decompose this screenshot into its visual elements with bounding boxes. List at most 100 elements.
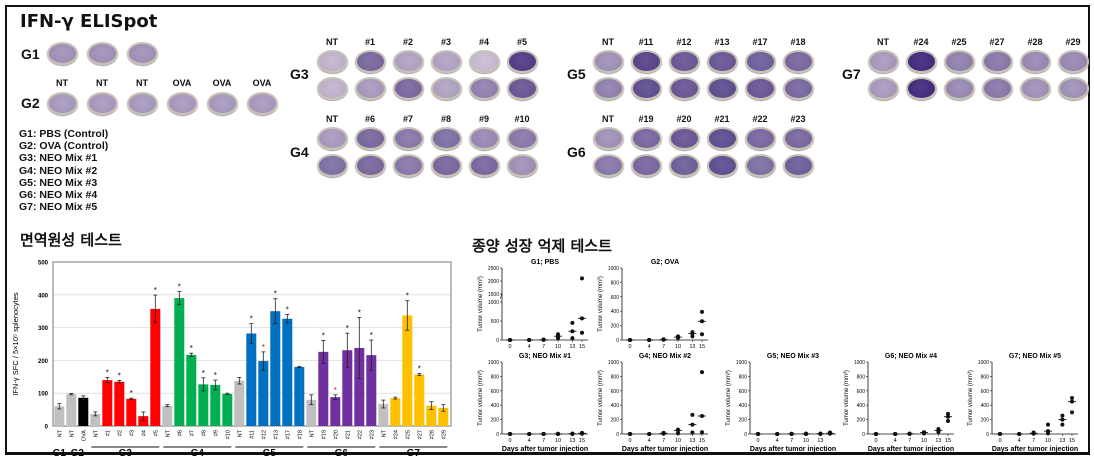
y-tick-label: 0 bbox=[986, 432, 989, 438]
well-column-label: #5 bbox=[516, 37, 527, 47]
x-tick-label: 15 bbox=[579, 344, 585, 350]
elispot-well bbox=[393, 127, 424, 150]
x-axis-label: Days after tumor injection bbox=[622, 446, 708, 453]
y-tick-label: 0 bbox=[496, 338, 499, 344]
data-point bbox=[700, 430, 704, 435]
significance-star: * bbox=[178, 283, 181, 292]
x-tick-label: 15 bbox=[699, 438, 705, 444]
elispot-well bbox=[431, 154, 462, 177]
category-label: NT bbox=[237, 429, 243, 437]
category-label: #25 bbox=[405, 430, 411, 439]
well-column-label: NT bbox=[602, 114, 614, 124]
well-column-label: OVA bbox=[212, 78, 232, 88]
data-point bbox=[1046, 422, 1050, 427]
bar bbox=[426, 405, 437, 426]
well-column-label: NT bbox=[326, 114, 338, 124]
data-point bbox=[946, 419, 950, 424]
well-column-label: OVA bbox=[172, 78, 192, 88]
elispot-well bbox=[355, 50, 386, 73]
category-label: #10 bbox=[225, 430, 231, 439]
bar bbox=[150, 308, 161, 426]
x-tick-label: 7 bbox=[542, 344, 545, 350]
x-tick-label: 10 bbox=[675, 344, 681, 350]
well-column-label: #27 bbox=[989, 37, 1005, 47]
x-tick-label: 10 bbox=[675, 438, 681, 444]
category-label: #6 bbox=[177, 430, 183, 436]
elispot-well bbox=[469, 154, 500, 177]
category-label: #27 bbox=[417, 430, 423, 439]
well-column-label: #19 bbox=[638, 114, 654, 124]
category-label: #18 bbox=[297, 430, 303, 439]
y-tick-label: 600 bbox=[491, 389, 500, 395]
category-label: OVA bbox=[81, 430, 87, 442]
bar bbox=[414, 374, 425, 426]
elispot-well bbox=[593, 127, 624, 150]
elispot-well bbox=[707, 127, 738, 150]
bar bbox=[330, 397, 341, 426]
y-tick-label: 600 bbox=[611, 295, 620, 301]
category-label: #29 bbox=[441, 430, 447, 439]
well-column-label: NT bbox=[877, 37, 889, 47]
x-tick-label: 0 bbox=[508, 344, 511, 350]
y-tick-label: 800 bbox=[491, 374, 500, 380]
bar bbox=[114, 381, 125, 426]
elispot-well bbox=[355, 77, 386, 100]
bar bbox=[186, 354, 197, 426]
elispot-well bbox=[431, 50, 462, 73]
bar bbox=[390, 398, 401, 426]
elispot-well bbox=[469, 77, 500, 100]
y-tick-label: 0 bbox=[744, 432, 747, 438]
data-point bbox=[580, 276, 584, 281]
elispot-well bbox=[393, 50, 424, 73]
well-column-label: #23 bbox=[790, 114, 806, 124]
y-tick-label: 400 bbox=[611, 403, 620, 409]
bar bbox=[78, 397, 89, 426]
x-tick-label: 15 bbox=[579, 438, 585, 444]
y-tick-label: 600 bbox=[857, 389, 866, 395]
bar bbox=[366, 355, 377, 426]
well-column-label: #22 bbox=[752, 114, 768, 124]
category-label: NT bbox=[93, 429, 99, 437]
x-tick-label: 4 bbox=[1018, 438, 1021, 444]
data-point bbox=[556, 332, 560, 337]
well-column-label: NT bbox=[136, 78, 148, 88]
elispot-well bbox=[906, 50, 937, 73]
data-point bbox=[946, 411, 950, 416]
y-tick-label: 400 bbox=[739, 403, 748, 409]
well-column-label: #6 bbox=[364, 114, 375, 124]
well-column-label: #4 bbox=[478, 37, 489, 47]
bar bbox=[126, 398, 137, 426]
elispot-well bbox=[669, 77, 700, 100]
y-tick-label: 800 bbox=[611, 280, 620, 286]
y-tick-label: 400 bbox=[611, 309, 620, 315]
significance-star: * bbox=[322, 331, 325, 340]
y-axis-label: Tumor volume (mm³) bbox=[968, 370, 974, 426]
data-point bbox=[1060, 422, 1065, 427]
group-label-g5: G5 bbox=[567, 66, 586, 82]
elispot-well bbox=[431, 127, 462, 150]
y-tick-label: 600 bbox=[981, 389, 990, 395]
significance-star: * bbox=[154, 286, 157, 295]
group-label: G2 bbox=[71, 448, 85, 459]
x-tick-label: 4 bbox=[528, 438, 531, 444]
category-label: #4 bbox=[141, 430, 147, 436]
well-column-label: #2 bbox=[402, 37, 413, 47]
elispot-well bbox=[87, 42, 118, 65]
plot-title: G7; NEO Mix #5 bbox=[1009, 353, 1061, 360]
plot-title: G3; NEO Mix #1 bbox=[519, 353, 571, 360]
y-tick-label: 1000 bbox=[978, 360, 989, 366]
elispot-well bbox=[207, 92, 238, 115]
bar bbox=[162, 405, 173, 426]
y-tick-label: 200 bbox=[611, 324, 620, 330]
bar bbox=[342, 350, 353, 426]
well-column-label: #9 bbox=[478, 114, 489, 124]
ifn-gamma-bar-chart: 0 100 200 300 400 500 IFN-γ SFC / 5×10⁵ spleno… bbox=[11, 261, 452, 459]
x-tick-label: 0 bbox=[508, 438, 511, 444]
y-tick-label: 300 bbox=[38, 326, 49, 332]
elispot-well bbox=[247, 92, 278, 115]
y-tick-label: 800 bbox=[611, 374, 620, 380]
elispot-well bbox=[707, 154, 738, 177]
well-column-label: #13 bbox=[714, 37, 730, 47]
x-tick-label: 7 bbox=[1032, 438, 1035, 444]
category-label: #7 bbox=[189, 430, 195, 436]
